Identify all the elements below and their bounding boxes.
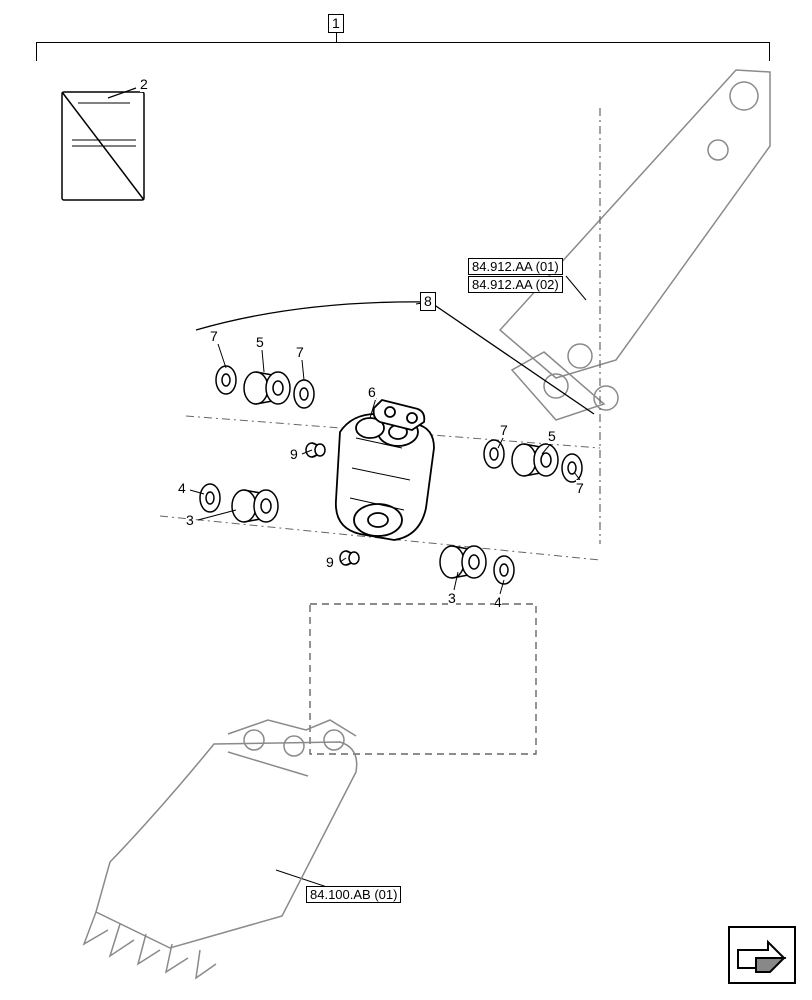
next-page-icon <box>728 926 796 984</box>
coupler-dashed <box>310 604 536 754</box>
callout-7-b: 7 <box>296 344 304 360</box>
callout-8: 8 <box>420 292 436 311</box>
washer-7-ur2 <box>562 454 582 482</box>
washer-7-ul2 <box>294 380 314 408</box>
dipper-arm <box>500 70 770 420</box>
instruction-card <box>62 92 144 200</box>
bushing-3-lr <box>440 546 486 578</box>
callout-5-a: 5 <box>256 334 264 350</box>
callout-1: 1 <box>328 14 344 33</box>
ref-84-100-01: 84.100.AB (01) <box>306 886 401 903</box>
callout-3-b: 3 <box>448 590 456 606</box>
callout-6: 6 <box>368 384 376 400</box>
callout-7-c: 7 <box>500 422 508 438</box>
grease-fitting-9b <box>340 551 359 565</box>
washer-7-ur1 <box>484 440 504 468</box>
callout-4-b: 4 <box>494 594 502 610</box>
callout-7-a: 7 <box>210 328 218 344</box>
callout-2: 2 <box>140 76 148 92</box>
h-link <box>336 400 434 540</box>
diagram-canvas: 1 <box>0 0 812 1000</box>
linework-layer <box>0 0 812 1000</box>
callout-9-a: 9 <box>290 446 298 462</box>
ref-84-912-01: 84.912.AA (01) <box>468 258 563 275</box>
bushing-3-ll <box>232 490 278 522</box>
callout-9-b: 9 <box>326 554 334 570</box>
callout-7-d: 7 <box>576 480 584 496</box>
callout-4-a: 4 <box>178 480 186 496</box>
callout-5-b: 5 <box>548 428 556 444</box>
washer-4-lr <box>494 556 514 584</box>
bushing-5-ul <box>244 372 290 404</box>
washer-7-ul1 <box>216 366 236 394</box>
washer-4-ll <box>200 484 220 512</box>
bushing-5-ur <box>512 444 558 476</box>
assembly-bracket <box>36 42 770 43</box>
link-6 <box>374 400 425 430</box>
bucket <box>84 720 357 978</box>
callout-3-a: 3 <box>186 512 194 528</box>
ref-84-912-02: 84.912.AA (02) <box>468 276 563 293</box>
grease-fitting-9a <box>306 443 325 457</box>
bracket-8 <box>196 302 594 414</box>
